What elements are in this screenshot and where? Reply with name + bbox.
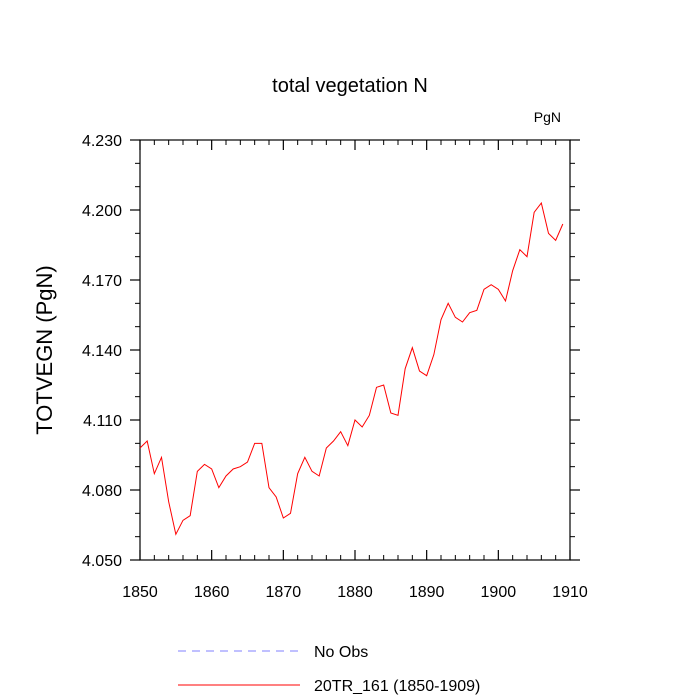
chart-title: total vegetation N (272, 75, 428, 97)
x-tick-label: 1900 (481, 584, 517, 601)
y-tick-label: 4.110 (83, 413, 122, 430)
axis-ticks (130, 139, 580, 561)
plot-frame (139, 139, 571, 561)
units-label: PgN (534, 109, 561, 125)
x-tick-label: 1880 (337, 584, 373, 601)
y-tick-label: 4.140 (82, 343, 122, 360)
series-lines (139, 201, 564, 536)
axis-tick-labels: 1850 1860 1870 1880 1890 1900 1910 4.050 4.080 4.… (82, 133, 588, 601)
legend-label: 20TR_161 (1850-1909) (314, 678, 480, 695)
legend-label: No Obs (314, 644, 368, 661)
y-tick-label: 4.170 (82, 273, 122, 290)
series-line (139, 201, 564, 536)
x-tick-label: 1850 (122, 584, 158, 601)
x-tick-label: 1860 (194, 584, 230, 601)
y-axis-label: TOTVEGN (PgN) (32, 265, 57, 435)
x-tick-label: 1870 (266, 584, 302, 601)
legend: No Obs 20TR_161 (1850-1909) (178, 644, 480, 695)
y-tick-label: 4.230 (82, 133, 122, 150)
y-tick-label: 4.080 (82, 483, 122, 500)
y-tick-label: 4.050 (82, 553, 122, 570)
x-tick-label: 1890 (409, 584, 445, 601)
y-tick-label: 4.200 (82, 203, 122, 220)
x-tick-label: 1910 (552, 584, 588, 601)
